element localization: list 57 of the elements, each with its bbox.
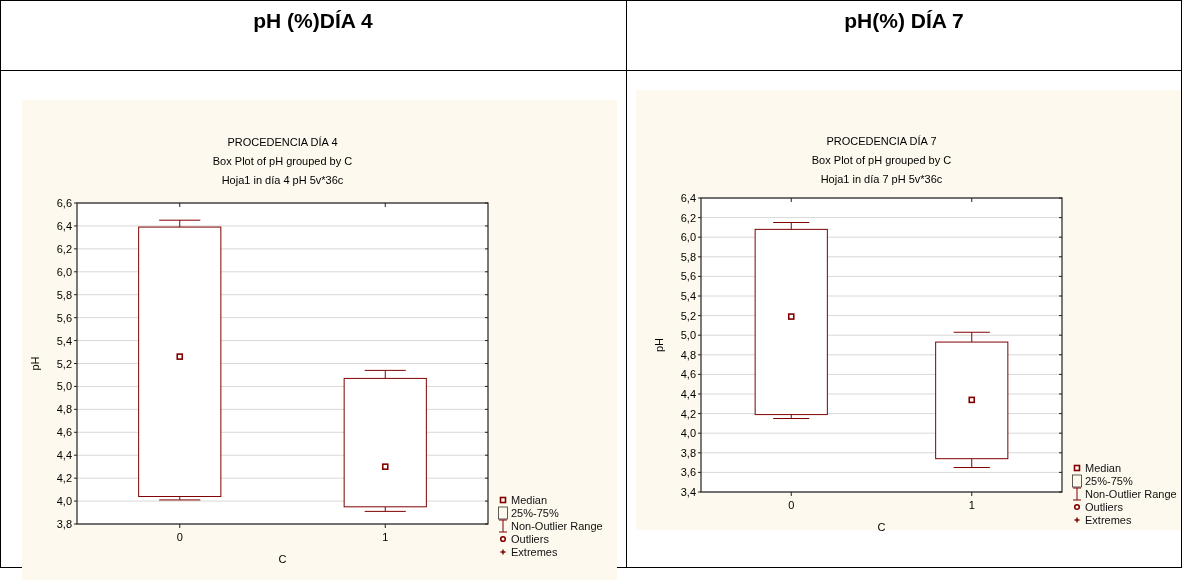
text: Extremes	[1085, 514, 1132, 526]
y-tick-label: 4,4	[680, 388, 696, 400]
text: 25%-75%	[511, 507, 559, 519]
y-tick-label: 5,4	[56, 334, 72, 347]
y-axis-title: pH	[29, 356, 41, 371]
y-tick-label: 6,0	[680, 231, 696, 244]
y-tick-label: 6,6	[56, 197, 72, 209]
chart-title: pH (%)DÍA 4	[253, 9, 374, 32]
y-tick-label: 3,4	[680, 486, 696, 498]
text: Median	[511, 494, 548, 506]
y-tick-label: 6,2	[680, 211, 696, 224]
text: Hoja1 in día 4 pH 5v*36c	[221, 174, 344, 186]
chart-subtitle: PROCEDENCIA DÍA 7	[826, 135, 937, 147]
y-tick-label: 6,4	[56, 219, 72, 232]
x-axis-title: C	[877, 521, 886, 533]
chart-subtitle: PROCEDENCIA DÍA 4	[227, 136, 338, 148]
y-tick-label: 4,2	[680, 407, 696, 420]
y-tick-label: 5,8	[680, 250, 696, 263]
y-tick-label: 4,0	[680, 427, 696, 440]
y-tick-label: 3,6	[680, 466, 696, 479]
y-tick-label: 6,4	[680, 192, 696, 204]
x-tick-label: 1	[968, 499, 975, 511]
x-tick-label: 1	[382, 531, 389, 543]
y-tick-label: 5,2	[56, 357, 72, 370]
y-tick-label: 5,0	[680, 329, 696, 342]
y-tick-label: 5,6	[680, 270, 696, 283]
chart-title: pH(%) DÍA 7	[844, 9, 964, 32]
y-tick-label: 5,0	[56, 380, 72, 393]
text: Hoja1 in día 7 pH 5v*36c	[820, 173, 943, 185]
text: Median	[1085, 462, 1122, 474]
text: Box Plot of pH grouped by C	[811, 154, 952, 166]
y-tick-label: 5,8	[56, 288, 72, 301]
x-tick-label: 0	[788, 499, 795, 511]
y-tick-label: 5,6	[56, 311, 72, 324]
text: Box Plot of pH grouped by C	[212, 155, 353, 167]
y-tick-label: 4,6	[680, 368, 696, 381]
y-axis-title: pH	[653, 337, 665, 353]
y-tick-label: 4,8	[56, 403, 72, 416]
y-tick-label: 6,0	[56, 265, 72, 278]
y-tick-label: 4,2	[56, 472, 72, 485]
y-tick-label: 5,4	[680, 290, 696, 302]
y-tick-label: 3,8	[56, 518, 72, 530]
text: Non-Outlier Range	[511, 520, 603, 532]
text: Outliers	[1085, 501, 1124, 513]
y-tick-label: 4,0	[56, 495, 72, 508]
y-tick-label: 3,8	[680, 446, 696, 459]
y-tick-label: 6,2	[56, 242, 72, 255]
text: 25%-75%	[1085, 475, 1133, 487]
y-tick-label: 4,4	[56, 449, 72, 462]
x-axis-title: C	[278, 553, 287, 565]
text: Outliers	[511, 533, 550, 545]
text: Non-Outlier Range	[1085, 488, 1177, 500]
text: Extremes	[511, 546, 558, 558]
y-tick-label: 4,8	[680, 348, 696, 361]
x-tick-label: 0	[176, 531, 183, 543]
y-tick-label: 5,2	[680, 309, 696, 322]
y-tick-label: 4,6	[56, 426, 72, 439]
